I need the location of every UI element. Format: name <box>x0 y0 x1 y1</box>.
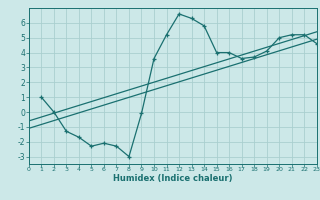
X-axis label: Humidex (Indice chaleur): Humidex (Indice chaleur) <box>113 174 233 183</box>
